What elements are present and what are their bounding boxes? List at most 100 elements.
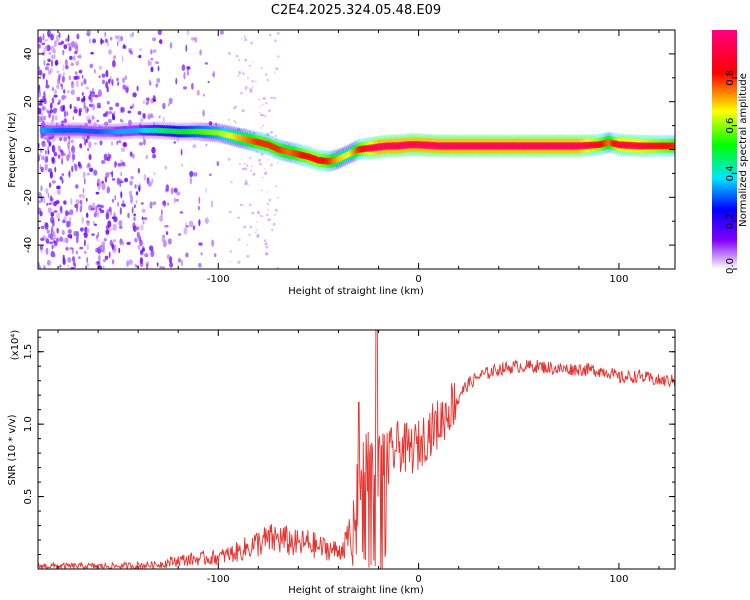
noise-speckle <box>84 250 87 254</box>
noise-speckle <box>86 220 90 224</box>
noise-speckle <box>108 49 112 55</box>
noise-speckle <box>109 106 113 111</box>
noise-speckle <box>130 175 134 180</box>
noise-speckle <box>246 164 249 167</box>
noise-speckle <box>85 197 88 202</box>
noise-speckle <box>65 210 69 217</box>
noise-speckle <box>116 177 121 185</box>
noise-speckle <box>65 220 69 228</box>
noise-speckle <box>88 38 91 44</box>
noise-speckle <box>129 180 133 186</box>
noise-speckle <box>121 55 124 63</box>
noise-speckle <box>175 77 178 85</box>
noise-speckle <box>43 59 46 66</box>
noise-speckle <box>203 93 205 97</box>
noise-speckle <box>40 115 45 123</box>
noise-speckle <box>181 259 183 267</box>
noise-speckle <box>274 208 278 212</box>
noise-speckle <box>136 226 140 230</box>
colorbar-tick-label: 0.0 <box>725 258 736 274</box>
noise-speckle <box>192 144 197 149</box>
noise-speckle <box>173 196 176 204</box>
noise-speckle <box>86 30 91 37</box>
noise-speckle <box>113 244 117 251</box>
noise-speckle <box>45 84 50 89</box>
noise-speckle <box>97 231 100 238</box>
noise-speckle <box>244 86 248 89</box>
noise-speckle <box>119 178 122 182</box>
noise-speckle <box>126 260 130 267</box>
noise-speckle <box>101 182 106 191</box>
noise-speckle <box>176 191 181 196</box>
noise-speckle <box>147 113 151 120</box>
noise-speckle <box>185 252 189 258</box>
noise-speckle <box>105 212 110 220</box>
noise-speckle <box>92 103 95 111</box>
noise-speckle <box>38 90 42 98</box>
noise-speckle <box>41 155 45 161</box>
noise-speckle <box>255 80 257 83</box>
noise-speckle <box>73 75 78 80</box>
noise-speckle <box>45 247 49 255</box>
noise-speckle <box>39 148 43 154</box>
noise-speckle <box>61 85 63 90</box>
noise-speckle <box>147 98 150 104</box>
noise-speckle <box>100 204 104 209</box>
noise-speckle <box>84 138 86 146</box>
noise-speckle <box>130 51 133 55</box>
noise-speckle <box>237 260 241 264</box>
noise-speckle <box>46 63 50 66</box>
noise-speckle <box>251 86 254 88</box>
noise-speckle <box>75 199 80 205</box>
noise-speckle <box>227 118 230 121</box>
noise-speckle <box>93 169 98 176</box>
noise-speckle <box>119 118 123 122</box>
noise-speckle <box>98 254 101 262</box>
noise-speckle <box>122 45 127 50</box>
noise-speckle <box>74 71 78 75</box>
colorbar-gradient <box>712 30 737 269</box>
noise-speckle <box>55 34 60 42</box>
noise-speckle <box>46 259 51 266</box>
noise-speckle <box>210 200 214 208</box>
noise-speckle <box>96 119 100 123</box>
noise-speckle <box>152 95 156 102</box>
noise-speckle <box>50 33 54 41</box>
noise-speckle <box>227 157 231 161</box>
noise-speckle <box>77 161 81 167</box>
noise-speckle <box>149 245 154 251</box>
noise-speckle <box>274 134 278 138</box>
noise-speckle <box>98 208 102 211</box>
noise-speckle <box>119 182 121 188</box>
noise-speckle <box>133 216 136 222</box>
ridge-cell <box>672 142 675 150</box>
noise-speckle <box>136 85 139 92</box>
noise-speckle <box>114 194 117 201</box>
noise-speckle <box>162 102 166 110</box>
noise-speckle <box>102 245 105 250</box>
noise-speckle <box>101 160 106 164</box>
noise-speckle <box>129 195 134 203</box>
noise-speckle <box>237 238 241 241</box>
noise-speckle <box>76 207 78 212</box>
noise-speckle <box>53 94 58 98</box>
noise-speckle <box>244 167 248 171</box>
noise-speckle <box>43 196 46 204</box>
noise-speckle <box>69 216 71 224</box>
noise-speckle <box>67 135 71 140</box>
noise-speckle <box>68 170 71 178</box>
colorbar-tick-label: 0.8 <box>725 70 736 86</box>
noise-speckle <box>266 213 269 217</box>
noise-speckle <box>49 136 53 140</box>
noise-speckle <box>113 216 118 223</box>
noise-speckle <box>43 46 46 54</box>
noise-speckle <box>248 184 250 186</box>
noise-speckle <box>79 53 82 60</box>
noise-speckle <box>91 114 95 121</box>
noise-speckle <box>229 250 233 253</box>
noise-speckle <box>114 36 119 40</box>
noise-speckle <box>88 96 91 101</box>
noise-speckle <box>102 248 106 254</box>
noise-speckle <box>51 244 56 249</box>
spectrogram-x-ticks: -100 0 100 <box>57 30 660 285</box>
